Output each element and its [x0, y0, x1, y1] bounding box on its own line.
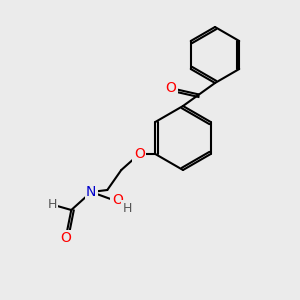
- Text: O: O: [60, 231, 71, 245]
- Text: H: H: [48, 199, 57, 212]
- Text: O: O: [134, 147, 145, 161]
- Text: H: H: [123, 202, 132, 214]
- Text: O: O: [112, 193, 123, 207]
- Text: O: O: [166, 82, 176, 95]
- Text: N: N: [86, 185, 97, 199]
